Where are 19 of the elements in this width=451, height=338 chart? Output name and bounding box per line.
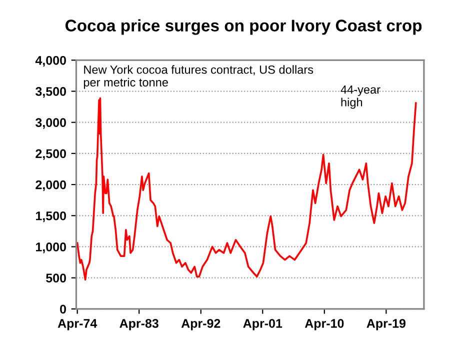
y-tick-label: 1,000 <box>36 242 66 254</box>
y-tick-label: 0 <box>60 304 66 314</box>
x-tick-label: Apr-19 <box>366 318 406 330</box>
x-tick-label: Apr-01 <box>243 318 282 330</box>
y-tick-label: 3,000 <box>36 118 66 129</box>
y-tick-label: 500 <box>46 274 66 282</box>
y-tick-label: 4,000 <box>35 56 66 67</box>
x-tick-label: Apr-10 <box>304 318 344 330</box>
y-tick-label: 2,000 <box>36 180 66 192</box>
x-tick-label: Apr-74 <box>58 319 98 330</box>
line-series <box>76 97 417 281</box>
y-tick-label: 1,500 <box>36 211 66 222</box>
chart-title: Cocoa price surges on poor Ivory Coast crop <box>65 19 422 35</box>
y-tick-label: 2,500 <box>36 149 66 160</box>
x-tick-label: Apr-83 <box>120 318 158 330</box>
annotation: 44-year high <box>340 85 380 109</box>
y-tick-label: 3,500 <box>36 87 66 98</box>
annotation: New York cocoa futures contract, US dollars per metric tonne <box>84 65 314 89</box>
x-tick-label: Apr-92 <box>181 318 220 330</box>
